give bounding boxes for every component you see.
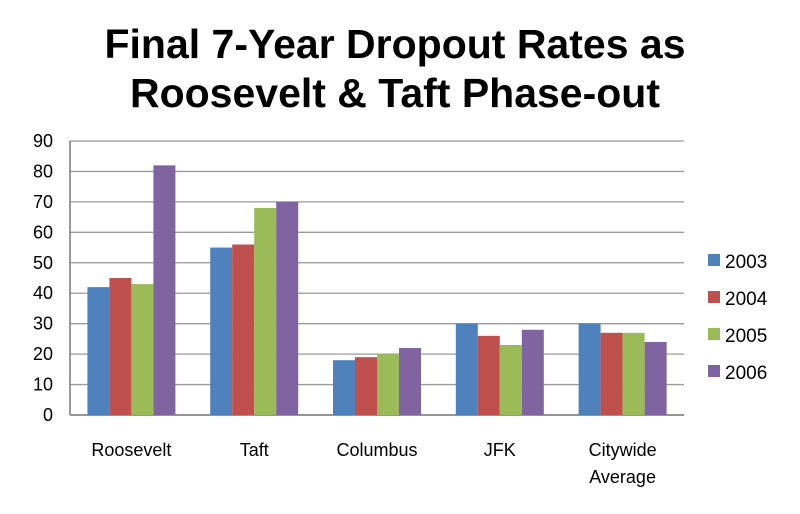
y-tick-label: 90 xyxy=(33,131,53,151)
legend-label: 2004 xyxy=(725,289,768,310)
bar xyxy=(521,329,544,415)
bar xyxy=(477,335,500,415)
bar xyxy=(131,284,154,415)
bar xyxy=(377,354,399,415)
y-tick-label: 30 xyxy=(33,314,53,334)
x-category-label: Citywide xyxy=(589,440,657,460)
bar xyxy=(87,287,110,415)
legend-label: 2005 xyxy=(725,326,767,347)
x-category-label: Average xyxy=(589,467,656,487)
bar xyxy=(600,332,623,415)
bar xyxy=(276,201,299,415)
y-tick-label: 10 xyxy=(33,375,53,395)
chart-title-line-2: Roosevelt & Taft Phase-out xyxy=(129,70,661,116)
bar xyxy=(254,207,277,415)
x-category-label: Roosevelt xyxy=(91,440,171,460)
bar xyxy=(232,244,255,415)
legend-swatch xyxy=(708,365,720,377)
y-tick-label: 70 xyxy=(33,192,53,212)
y-tick-label: 0 xyxy=(43,405,53,425)
y-tick-label: 20 xyxy=(33,344,53,364)
bar xyxy=(355,357,377,415)
legend-swatch xyxy=(708,254,720,266)
chart-title-line-1: Final 7-Year Dropout Rates as xyxy=(104,21,686,67)
x-category-label: Columbus xyxy=(336,440,417,460)
bar xyxy=(109,278,132,415)
bar xyxy=(499,344,522,415)
bar xyxy=(644,341,667,415)
y-tick-label: 40 xyxy=(33,283,53,303)
bar xyxy=(399,348,421,415)
bar xyxy=(455,323,478,415)
legend-swatch xyxy=(708,291,720,303)
x-category-label: JFK xyxy=(484,440,516,460)
bar xyxy=(210,247,233,415)
legend-label: 2006 xyxy=(725,363,767,384)
bar xyxy=(153,165,176,415)
chart-title: Final 7-Year Dropout Rates as Roosevelt … xyxy=(0,20,790,118)
legend-label: 2003 xyxy=(725,252,767,273)
bar xyxy=(622,332,645,415)
y-tick-label: 60 xyxy=(33,222,53,242)
bar xyxy=(578,323,601,415)
legend-swatch xyxy=(708,328,720,340)
x-category-label: Taft xyxy=(240,440,269,460)
y-tick-label: 80 xyxy=(33,161,53,181)
bar xyxy=(333,360,355,415)
y-tick-label: 50 xyxy=(33,253,53,273)
